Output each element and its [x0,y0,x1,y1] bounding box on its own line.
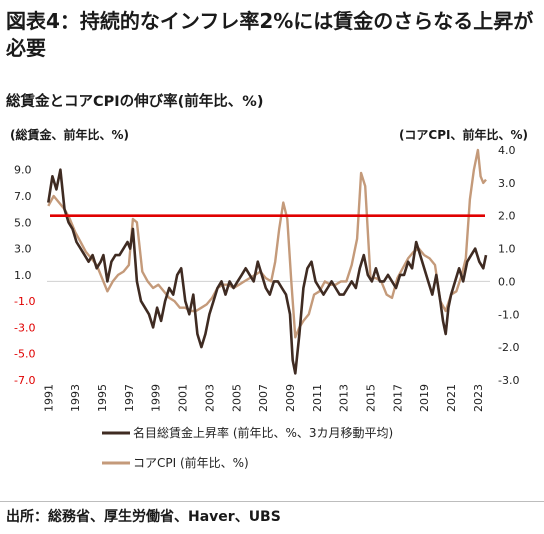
right-axis-label: (コアCPI、前年比、%) [399,127,528,142]
figure-title: 図表4：持続的なインフレ率2%には賃金のさらなる上昇が必要 [6,9,534,60]
x-tick-label: 1991 [42,384,55,412]
legend: 名目総賃金上昇率 (前年比、%、3カ月移動平均) コアCPI (前年比、%) [102,425,393,470]
right-tick-label: 2.0 [498,210,516,223]
x-tick-label: 1993 [69,384,82,412]
legend-label-wages: 名目総賃金上昇率 (前年比、%、3カ月移動平均) [133,425,393,440]
left-tick-label: 3.0 [14,243,32,256]
right-tick-label: 1.0 [498,243,516,256]
series-core-cpi-line [47,148,487,339]
x-tick-label: 2017 [391,384,404,412]
x-tick-label: 2003 [203,384,216,412]
x-tick-label: 2021 [445,384,458,412]
left-tick-label: -3.0 [14,321,35,334]
source-note: 出所：総務省、厚生労働省、Haver、UBS [6,509,281,525]
x-tick-label: 2023 [472,384,485,412]
x-tick-label: 1997 [123,384,136,412]
left-axis-label: (総賃金、前年比、%) [10,127,129,142]
x-tick-label: 2001 [177,384,190,412]
left-axis-ticks: 9.0 7.0 5.0 3.0 1.0 -1.0 -3.0 -5.0 -7.0 [14,164,35,387]
x-tick-label: 2011 [311,384,324,412]
series-wages-line [47,168,488,375]
series-layer [47,148,488,375]
right-tick-label: -3.0 [498,374,519,387]
left-tick-label: -1.0 [14,295,35,308]
right-tick-label: -1.0 [498,308,519,321]
right-tick-label: 4.0 [498,144,516,157]
right-tick-label: -2.0 [498,341,519,354]
right-tick-label: 3.0 [498,177,516,190]
x-tick-label: 2007 [257,384,270,412]
right-tick-label: 0.0 [498,275,516,288]
left-tick-label: -7.0 [14,374,35,387]
left-tick-label: -5.0 [14,348,35,361]
x-tick-label: 2019 [418,384,431,412]
x-tick-label: 1995 [96,384,109,412]
x-tick-label: 2009 [284,384,297,412]
left-tick-label: 7.0 [14,190,32,203]
x-tick-label: 2013 [338,384,351,412]
right-axis-ticks: 4.0 3.0 2.0 1.0 0.0 -1.0 -2.0 -3.0 [498,144,519,387]
x-axis-ticks: 1991 1993 1995 1997 1999 2001 2003 2005 2007 2009… [42,384,485,412]
line-chart: (総賃金、前年比、%) (コアCPI、前年比、%) 9.0 7.0 5.0 3.0 1.… [10,127,528,470]
left-tick-label: 5.0 [14,216,32,229]
x-tick-label: 2015 [365,384,378,412]
figure-subtitle: 総賃金とコアCPIの伸び率(前年比、%) [6,94,264,110]
left-tick-label: 9.0 [14,164,32,177]
legend-label-cpi: コアCPI (前年比、%) [133,455,249,470]
left-tick-label: 1.0 [14,269,32,282]
x-tick-label: 2005 [230,384,243,412]
x-tick-label: 1999 [150,384,163,412]
footer-divider [0,501,544,502]
